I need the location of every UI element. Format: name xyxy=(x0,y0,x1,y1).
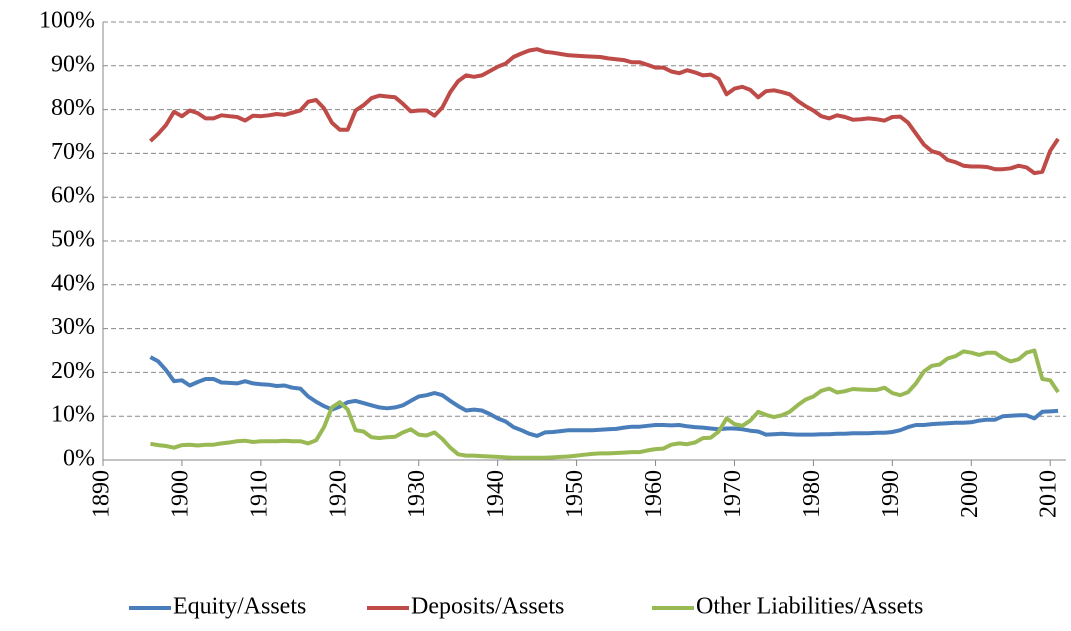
y-tick-label: 100% xyxy=(39,8,95,34)
x-tick-label: 1930 xyxy=(404,470,430,518)
x-tick-label: 1900 xyxy=(167,470,193,518)
y-tick-label: 20% xyxy=(51,358,95,384)
legend-label: Other Liabilities/Assets xyxy=(696,594,923,620)
y-tick-label: 10% xyxy=(51,402,95,428)
x-tick-label: 2000 xyxy=(957,470,983,518)
y-tick-label: 70% xyxy=(51,139,95,165)
x-tick-label: 1890 xyxy=(89,470,115,518)
y-tick-label: 80% xyxy=(51,95,95,121)
x-tick-label: 1950 xyxy=(562,470,588,518)
y-tick-label: 30% xyxy=(51,314,95,340)
legend-label: Equity/Assets xyxy=(173,594,306,620)
series-line xyxy=(150,348,1060,460)
x-tick-label: 1970 xyxy=(720,470,746,518)
x-tick-label: 1910 xyxy=(246,470,272,518)
legend-label: Deposits/Assets xyxy=(411,594,564,620)
y-tick-label: 50% xyxy=(51,227,95,253)
y-tick-label: 40% xyxy=(51,270,95,296)
x-tick-label: 1960 xyxy=(641,470,667,518)
x-tick-label: 1990 xyxy=(878,470,904,518)
series-line xyxy=(149,355,1059,438)
y-tick-label: 60% xyxy=(51,183,95,209)
y-tick-label: 0% xyxy=(63,446,95,472)
x-tick-label: 2010 xyxy=(1036,470,1062,518)
x-tick-label: 1980 xyxy=(799,470,825,518)
series-line xyxy=(149,47,1060,176)
x-tick-label: 1940 xyxy=(483,470,509,518)
x-tick-label: 1920 xyxy=(325,470,351,518)
y-tick-label: 90% xyxy=(51,51,95,77)
